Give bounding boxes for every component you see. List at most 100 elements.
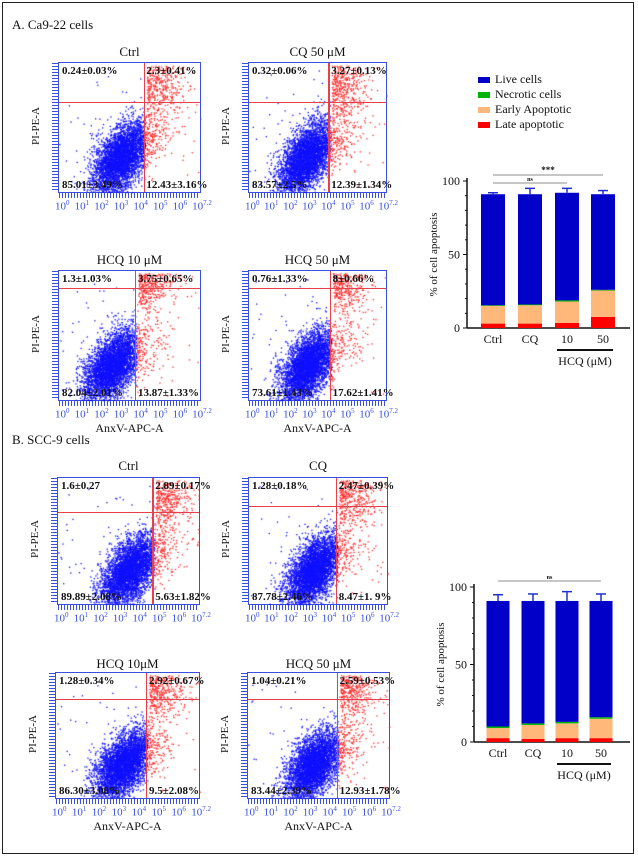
x-tick-label: Ctrl [484,332,503,346]
quadrant-lower-right: 17.62±1.41% [332,387,394,399]
x-tick-label: 105 [340,199,355,213]
bar-segment-necrotic-cells [521,723,545,725]
x-tick-label: 104 [322,805,337,819]
y-axis-ticks [52,63,58,192]
quadrant-upper-right: 2.47±0.39% [338,480,395,492]
x-tick-label: 100 [245,199,260,213]
quadrant-lower-right: 9.5±2.08% [148,785,199,797]
flow-plot-title: HCQ 50 μM [284,252,351,267]
bar-chart-b: 0 50 100 % of cell apoptosis Ctrl CQ 10 50 HCQ (… [435,575,630,782]
x-tick-label: 107.2 [378,407,398,421]
quadrant-upper-right: 8±0.66% [332,273,375,285]
x-tick-label: 106 [361,805,377,819]
bar-segment-early-apoptotic [518,305,542,324]
flow-plot: 1.04±0.21% 2.59±0.53% 83.44±2.39% 12.93±… [241,672,401,804]
y-axis-label: PI-PE-A [29,520,41,558]
bar-segment-live-cells [589,600,613,718]
x-tick-label: 103 [111,805,127,819]
x-tick-label: 105 [152,407,168,421]
legend-label: Live cells [495,72,542,86]
legend-item: Early Apoptotic [478,102,571,117]
legend-label: Early Apoptotic [495,102,572,116]
bar-segment-late-apoptotic [518,323,542,328]
x-tick-labels: 100 101 102 103 104 105 106 107.2 [245,407,398,421]
bar-segment-live-cells [591,194,615,290]
quadrant-upper-left: 1.3±1.03% [62,273,113,285]
y-axis-ticks [52,271,58,400]
x-tick-label: 50 [597,332,609,346]
x-axis-ticks [249,193,386,198]
bar-segment-live-cells [555,600,579,722]
flow-scatter-dots [59,63,202,194]
bar-segment-late-apoptotic [555,738,579,742]
x-tick-label: 102 [283,407,298,421]
group-label: HCQ (μM) [558,354,611,368]
x-tick-label: 107.2 [191,805,211,819]
y-axis-label: PI-PE-A [220,106,232,145]
quadrant-lower-left: 83.44±2.39% [251,785,313,797]
x-tick-label: 10 [561,746,573,760]
x-tick-label: 101 [264,199,279,213]
gate-horizontal-line [249,287,386,289]
flow-scatter-dots [248,673,391,800]
gate-horizontal-line [249,101,386,103]
y-axis-label: PI-PE-A [27,714,39,753]
x-tick-labels: 100 101 102 103 104 105 106 107.2 [55,407,212,421]
x-tick-label: 104 [133,407,148,421]
x-tick-label: 100 [245,611,260,625]
quadrant-upper-left: 0.32±0.06% [252,65,308,77]
x-tick-label: Ctrl [489,746,508,760]
y-axis-label: PI-PE-A [30,314,42,353]
legend-item: Live cells [478,72,571,87]
x-tick-label: 103 [302,805,318,819]
section-a-label: A. Ca9-22 cells [12,17,94,32]
x-tick-label: 107.2 [381,805,401,819]
quadrant-lower-left: 86.30±3.08% [59,785,121,797]
x-axis-label: AnxV-APC-A [95,421,164,435]
gate-horizontal-line [59,287,200,289]
flow-plot: 0.76±1.33% 8±0.66% 73.61±1.43% 17.62±1.4… [242,270,394,406]
bar-segment-late-apoptotic [521,738,545,742]
bar-segment-late-apoptotic [481,323,505,328]
bar-segment-late-apoptotic [486,738,510,742]
quadrant-lower-left: 87.78±2.46% [252,591,314,603]
x-axis-label: AnxV-APC-A [93,819,162,833]
y-axis-ticks [51,478,57,604]
quadrant-lower-left: 85.01±3.49% [62,179,124,191]
x-axis-label: AnxV-APC-A [283,421,352,435]
x-tick-labels: 100 101 102 103 104 105 106 107.2 [55,199,212,213]
x-tick-label: 104 [321,611,337,625]
flow-plot: 0.24±0.03% 2.3±0.41% 85.01±3.49% 12.43±3… [52,62,207,198]
quadrant-lower-left: 89.89±2.08% [61,591,123,603]
section-b-label: B. SCC-9 cells [12,432,90,447]
flow-scatter-dots [249,478,389,606]
bar-segment-early-apoptotic [555,723,579,739]
gate-vertical-line [328,63,330,192]
flow-plot: 1.28±0.18% 2.47±0.39% 87.78±2.46% 8.47±1… [242,477,394,610]
x-tick-label: 106 [360,611,375,625]
x-tick-label: 101 [74,199,90,213]
significance-label: ns [527,177,533,183]
flow-plot-title: CQ [308,458,328,473]
x-tick-labels: 100 101 102 103 104 105 106 107.2 [245,199,398,213]
bar-segment-early-apoptotic [521,724,545,739]
x-tick-label: 104 [321,199,336,213]
bar-segment-live-cells [518,194,542,305]
x-tick-label: 107.2 [192,407,212,421]
legend: Live cells Necrotic cells Early Apoptoti… [478,72,571,132]
flow-scatter-dots [58,478,201,606]
flow-plot: 1.28±0.34% 2.92±0.67% 86.30±3.08% 9.5±2.… [49,672,204,804]
x-tick-label: 102 [283,199,298,213]
x-tick-label: 102 [283,611,298,625]
legend-swatch-live [478,76,490,83]
flow-plot-title: HCQ 10 μM [96,252,163,267]
flow-plot-title: HCQ 10μM [96,656,159,671]
y-axis-ticks [49,673,55,798]
x-tick-label: 100 [55,199,70,213]
x-axis-label: AnxV-APC-A [284,819,353,833]
gate-vertical-line [146,673,148,798]
flow-scatter-dots [59,271,202,402]
x-tick-label: 106 [172,407,188,421]
flow-scatter-dots [56,673,201,800]
x-tick-label: 103 [302,199,317,213]
